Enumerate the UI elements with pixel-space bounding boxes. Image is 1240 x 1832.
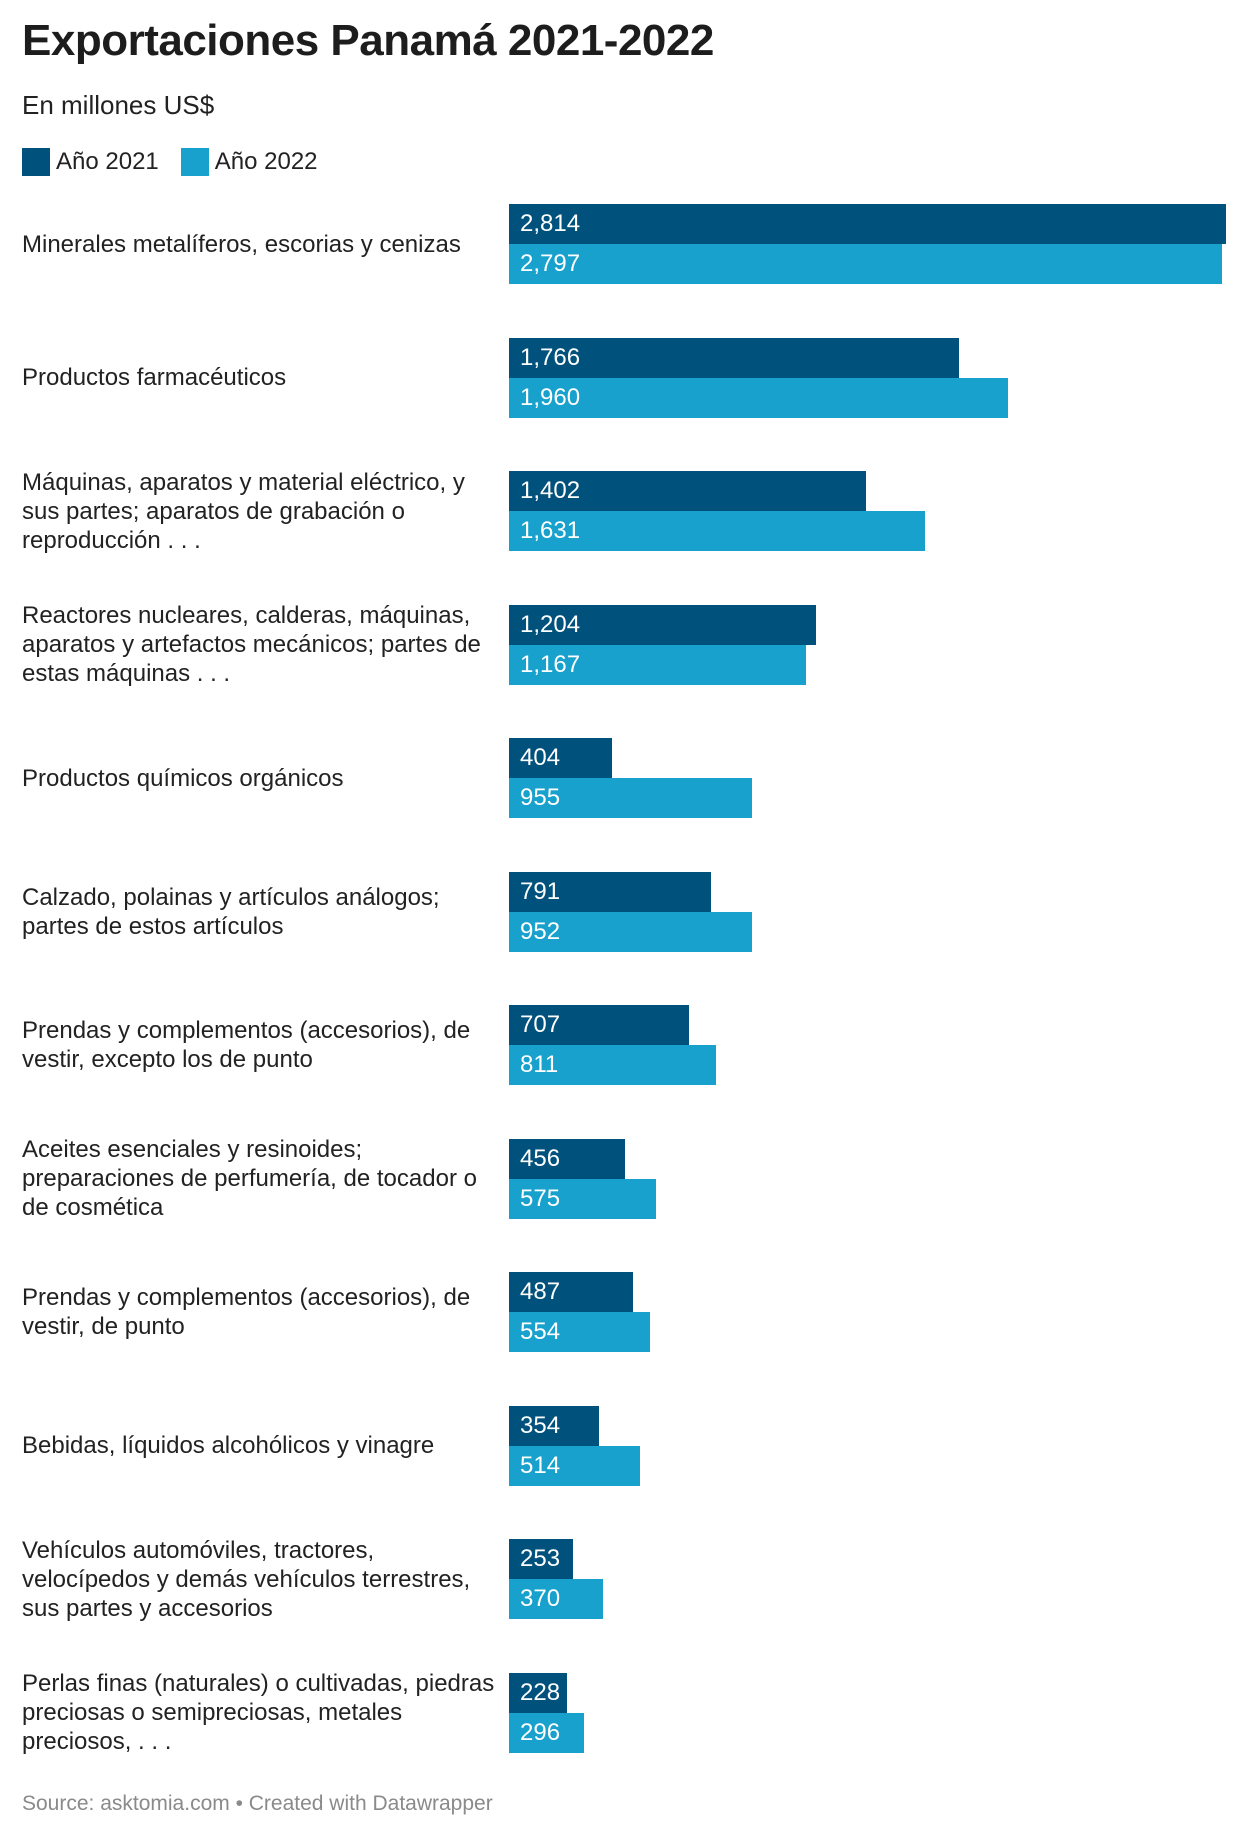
chart-subtitle: En millones US$	[22, 90, 215, 120]
bar-2022	[509, 1579, 604, 1619]
value-label-2022: 1,960	[520, 383, 581, 411]
bar-2021	[509, 871, 711, 912]
bar-2021	[509, 1405, 600, 1446]
value-label-2021: 228	[520, 1678, 561, 1706]
value-label-2021: 1,766	[520, 343, 581, 371]
bar-2021	[509, 604, 816, 645]
category-label: Perlas finas (naturales) o cultivadas, p…	[22, 1670, 495, 1755]
value-label-2021: 404	[520, 744, 561, 771]
category-label: Prendas y complementos (accesorios), de …	[22, 1017, 471, 1073]
bar-2021	[509, 738, 612, 778]
value-label-2022: 370	[520, 1585, 561, 1612]
value-label-2022: 952	[520, 917, 561, 945]
category-label: Máquinas, aparatos y material eléctrico,…	[22, 468, 465, 554]
source-footer: Source: asktomia.com • Created with Data…	[22, 1792, 493, 1815]
bar-2022	[509, 1045, 716, 1085]
value-label-2022: 811	[520, 1051, 559, 1078]
value-label-2021: 1,402	[520, 477, 581, 504]
legend-item-2021: Año 2021	[22, 148, 159, 176]
legend-swatch-2021	[22, 148, 50, 176]
value-label-2021: 487	[520, 1278, 561, 1305]
value-label-2021: 791	[520, 877, 561, 905]
category-label: Calzado, polainas y artículos análogos; …	[22, 883, 440, 940]
value-label-2021: 707	[520, 1011, 561, 1038]
value-label-2021: 456	[520, 1144, 561, 1172]
bar-2022	[509, 1178, 656, 1219]
legend: Año 2021 Año 2022	[22, 148, 340, 176]
bar-2022	[509, 377, 1009, 418]
bar-2022	[509, 511, 925, 551]
bar-2022	[509, 644, 807, 685]
value-label-2022: 514	[520, 1451, 561, 1479]
category-label: Productos farmacéuticos	[22, 364, 287, 391]
value-label-2022: 575	[520, 1184, 561, 1212]
value-label-2022: 2,797	[520, 250, 581, 277]
bar-2021	[509, 1539, 574, 1579]
bar-2021	[509, 471, 867, 511]
value-label-2021: 354	[520, 1411, 561, 1439]
legend-item-2022: Año 2022	[180, 148, 318, 176]
bar-2021	[509, 204, 1226, 244]
bar-2021	[509, 1272, 634, 1312]
bar-chart: Minerales metalíferos, escorias y ceniza…	[0, 200, 1240, 1780]
legend-label-2021: Año 2021	[56, 148, 159, 175]
category-label: Prendas y complementos (accesorios), de …	[22, 1284, 471, 1340]
value-label-2021: 2,814	[520, 210, 581, 237]
bar-2022	[509, 244, 1222, 284]
category-label: Minerales metalíferos, escorias y ceniza…	[22, 230, 461, 258]
bar-2021	[509, 337, 959, 378]
bar-2021	[509, 1138, 626, 1179]
value-label-2021: 253	[520, 1545, 561, 1572]
bar-2022	[509, 778, 753, 818]
bar-2022	[509, 1712, 585, 1753]
category-label: Aceites esenciales y resinoides; prepara…	[22, 1136, 477, 1221]
bar-2022	[509, 1445, 640, 1486]
category-label: Productos químicos orgánicos	[22, 764, 344, 792]
legend-label-2022: Año 2022	[214, 148, 318, 175]
value-label-2022: 1,167	[520, 650, 581, 678]
value-label-2022: 955	[520, 784, 561, 811]
category-label: Reactores nucleares, calderas, máquinas,…	[22, 602, 481, 687]
value-label-2022: 296	[520, 1718, 561, 1746]
value-label-2022: 554	[520, 1318, 561, 1345]
category-label: Bebidas, líquidos alcohólicos y vinagre	[22, 1432, 435, 1459]
bar-2022	[509, 1312, 651, 1352]
chart-title: Exportaciones Panamá 2021-2022	[22, 16, 714, 65]
bar-2021	[509, 1672, 568, 1713]
value-label-2022: 1,631	[520, 517, 581, 544]
category-label: Vehículos automóviles, tractores, velocí…	[22, 1536, 471, 1622]
value-label-2021: 1,204	[520, 610, 581, 638]
legend-swatch-2022	[180, 148, 209, 176]
bar-2021	[509, 1005, 690, 1045]
bar-2022	[509, 911, 752, 952]
